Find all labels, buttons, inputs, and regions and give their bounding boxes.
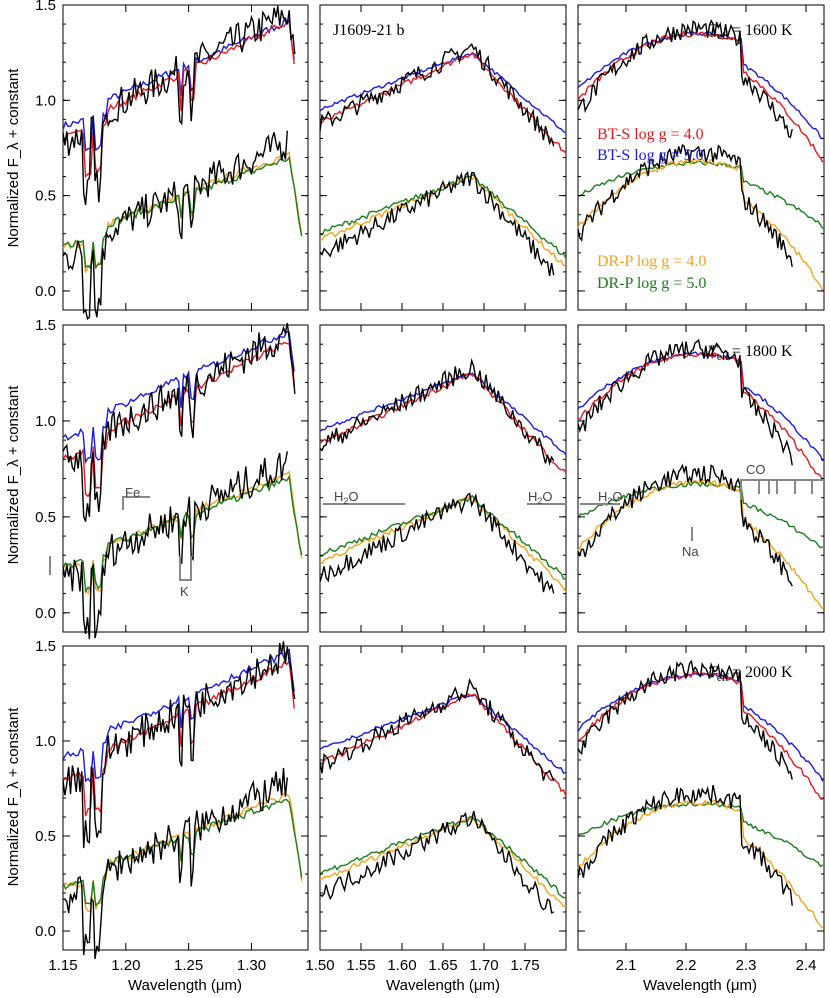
- series-observed-H-upper: [319, 357, 555, 466]
- x-tick-label: 1.60: [387, 957, 416, 974]
- series-drp-logg4-H: [319, 175, 567, 267]
- h2o-annotation-1: H2O: [334, 489, 359, 506]
- series-observed-K-upper: [577, 659, 793, 780]
- y-tick-label: 1.0: [35, 413, 56, 430]
- series-drp-logg4-H: [319, 813, 567, 907]
- y-tick-label: 0.5: [35, 188, 56, 205]
- series-observed-J-upper: [62, 5, 296, 206]
- panel-frame-r1c2: [319, 4, 567, 311]
- x-tick-label: 1.30: [237, 957, 266, 974]
- na-annotation: Na: [682, 544, 699, 559]
- series-observed-H-upper: [319, 677, 555, 782]
- series-observed-J-lower: [62, 767, 288, 960]
- y-axis-label-row-1: Normalized F_λ + constant: [5, 68, 22, 248]
- x-axis-label-col-2: Wavelength (μm): [386, 977, 500, 994]
- series-bts-logg5-K: [577, 31, 824, 140]
- series-observed-H-lower: [319, 492, 555, 594]
- series-observed-J-lower: [62, 130, 288, 321]
- series-observed-J-lower: [62, 451, 288, 640]
- teff-label-1800: Teff = 1800 K: [708, 343, 793, 363]
- series-drp-logg5-K: [577, 481, 824, 549]
- series-observed-K-lower: [577, 784, 793, 906]
- co-annotation: CO: [746, 462, 766, 477]
- y-axis-label-row-2: Normalized F_λ + constant: [5, 385, 22, 565]
- panel-frame-r2c2: [319, 324, 567, 633]
- h2o-annotation-2: H2O: [528, 489, 553, 506]
- series-bts-logg5-H: [319, 693, 567, 774]
- y-tick-label: 0.5: [35, 828, 56, 845]
- series-drp-logg5-K: [577, 800, 824, 868]
- x-tick-label: 2.1: [616, 957, 637, 974]
- panel-frame-r2c3: [577, 324, 825, 633]
- legend-bts-logg4: BT-S log g = 4.0: [597, 126, 704, 143]
- series-observed-H-lower: [319, 810, 554, 914]
- series-bts-logg5-J: [62, 648, 295, 784]
- x-tick-label: 1.70: [469, 957, 498, 974]
- series-observed-K-upper: [577, 338, 793, 466]
- spectral-curves: [62, 5, 824, 960]
- y-axis-label-row-3: Normalized F_λ + constant: [5, 707, 22, 887]
- object-label: J1609-21 b: [333, 22, 405, 39]
- x-tick-label: 1.50: [305, 957, 334, 974]
- series-observed-H-upper: [319, 42, 555, 147]
- x-tick-label: 2.3: [736, 957, 757, 974]
- y-tick-label: 0.5: [35, 509, 56, 526]
- series-bts-logg5-J: [62, 17, 295, 152]
- series-bts-logg4-H: [319, 51, 567, 154]
- panel-frame-r3c1: [62, 645, 309, 951]
- series-drp-logg4-K: [577, 479, 824, 610]
- y-tick-label: 1.0: [35, 733, 56, 750]
- legend-bts-logg5: BT-S log g = 5.0: [597, 147, 704, 164]
- fe-annotation: Fe: [125, 485, 140, 500]
- series-bts-logg5-H: [319, 372, 567, 456]
- co-marker: [740, 479, 824, 500]
- x-axis-label-col-1: Wavelength (μm): [128, 977, 242, 994]
- k-annotation: K: [180, 584, 189, 599]
- x-tick-label: 1.75: [510, 957, 539, 974]
- fe-marker: [122, 496, 150, 510]
- series-drp-logg4-K: [577, 157, 824, 292]
- axis-ticks: 0.0 0.5 1.0 1.5 0.0 0.5 1.0 1.5 0.0 0.5 1.0 1.5 1.15…: [35, 0, 824, 974]
- series-observed-J-upper: [62, 322, 296, 522]
- y-tick-label: 1.0: [35, 92, 56, 109]
- series-observed-K-upper: [577, 19, 793, 139]
- series-observed-H-lower: [319, 170, 555, 277]
- y-tick-label: 1.5: [35, 638, 56, 655]
- y-tick-label: 1.5: [35, 0, 56, 14]
- panel-frame-r3c2: [319, 645, 567, 951]
- series-drp-logg5-J: [62, 474, 303, 594]
- series-bts-logg4-K: [577, 670, 824, 801]
- series-bts-logg4-K: [577, 351, 824, 481]
- series-bts-logg4-H: [319, 693, 567, 797]
- series-observed-J-upper: [62, 641, 296, 849]
- series-observed-K-lower: [577, 143, 793, 267]
- y-tick-label: 0.0: [35, 283, 56, 300]
- legend-drp-logg4: DR-P log g = 4.0: [597, 253, 706, 270]
- series-drp-logg5-K: [577, 160, 824, 229]
- x-tick-label: 1.25: [174, 957, 203, 974]
- panel-frame-r3c3: [577, 645, 825, 951]
- teff-label-2000: Teff = 2000 K: [708, 664, 793, 684]
- series-observed-K-lower: [577, 463, 793, 587]
- x-tick-label: 1.15: [48, 957, 77, 974]
- x-axis-label-col-3: Wavelength (μm): [643, 977, 757, 994]
- x-tick-label: 2.2: [676, 957, 697, 974]
- h2o-annotation-3: H2O: [598, 489, 623, 506]
- y-tick-label: 0.0: [35, 923, 56, 940]
- x-tick-label: 1.55: [346, 957, 375, 974]
- y-tick-label: 1.5: [35, 317, 56, 334]
- x-tick-label: 2.4: [796, 957, 817, 974]
- series-bts-logg4-K: [577, 30, 824, 163]
- series-drp-logg5-H: [319, 173, 567, 259]
- x-tick-label: 1.20: [111, 957, 140, 974]
- feature-markers: [49, 479, 824, 581]
- k-marker: [179, 556, 192, 581]
- teff-label-1600: Teff = 1600 K: [708, 22, 793, 42]
- legend-drp-logg5: DR-P log g = 5.0: [597, 275, 706, 292]
- y-tick-label: 0.0: [35, 605, 56, 622]
- x-tick-label: 1.65: [428, 957, 457, 974]
